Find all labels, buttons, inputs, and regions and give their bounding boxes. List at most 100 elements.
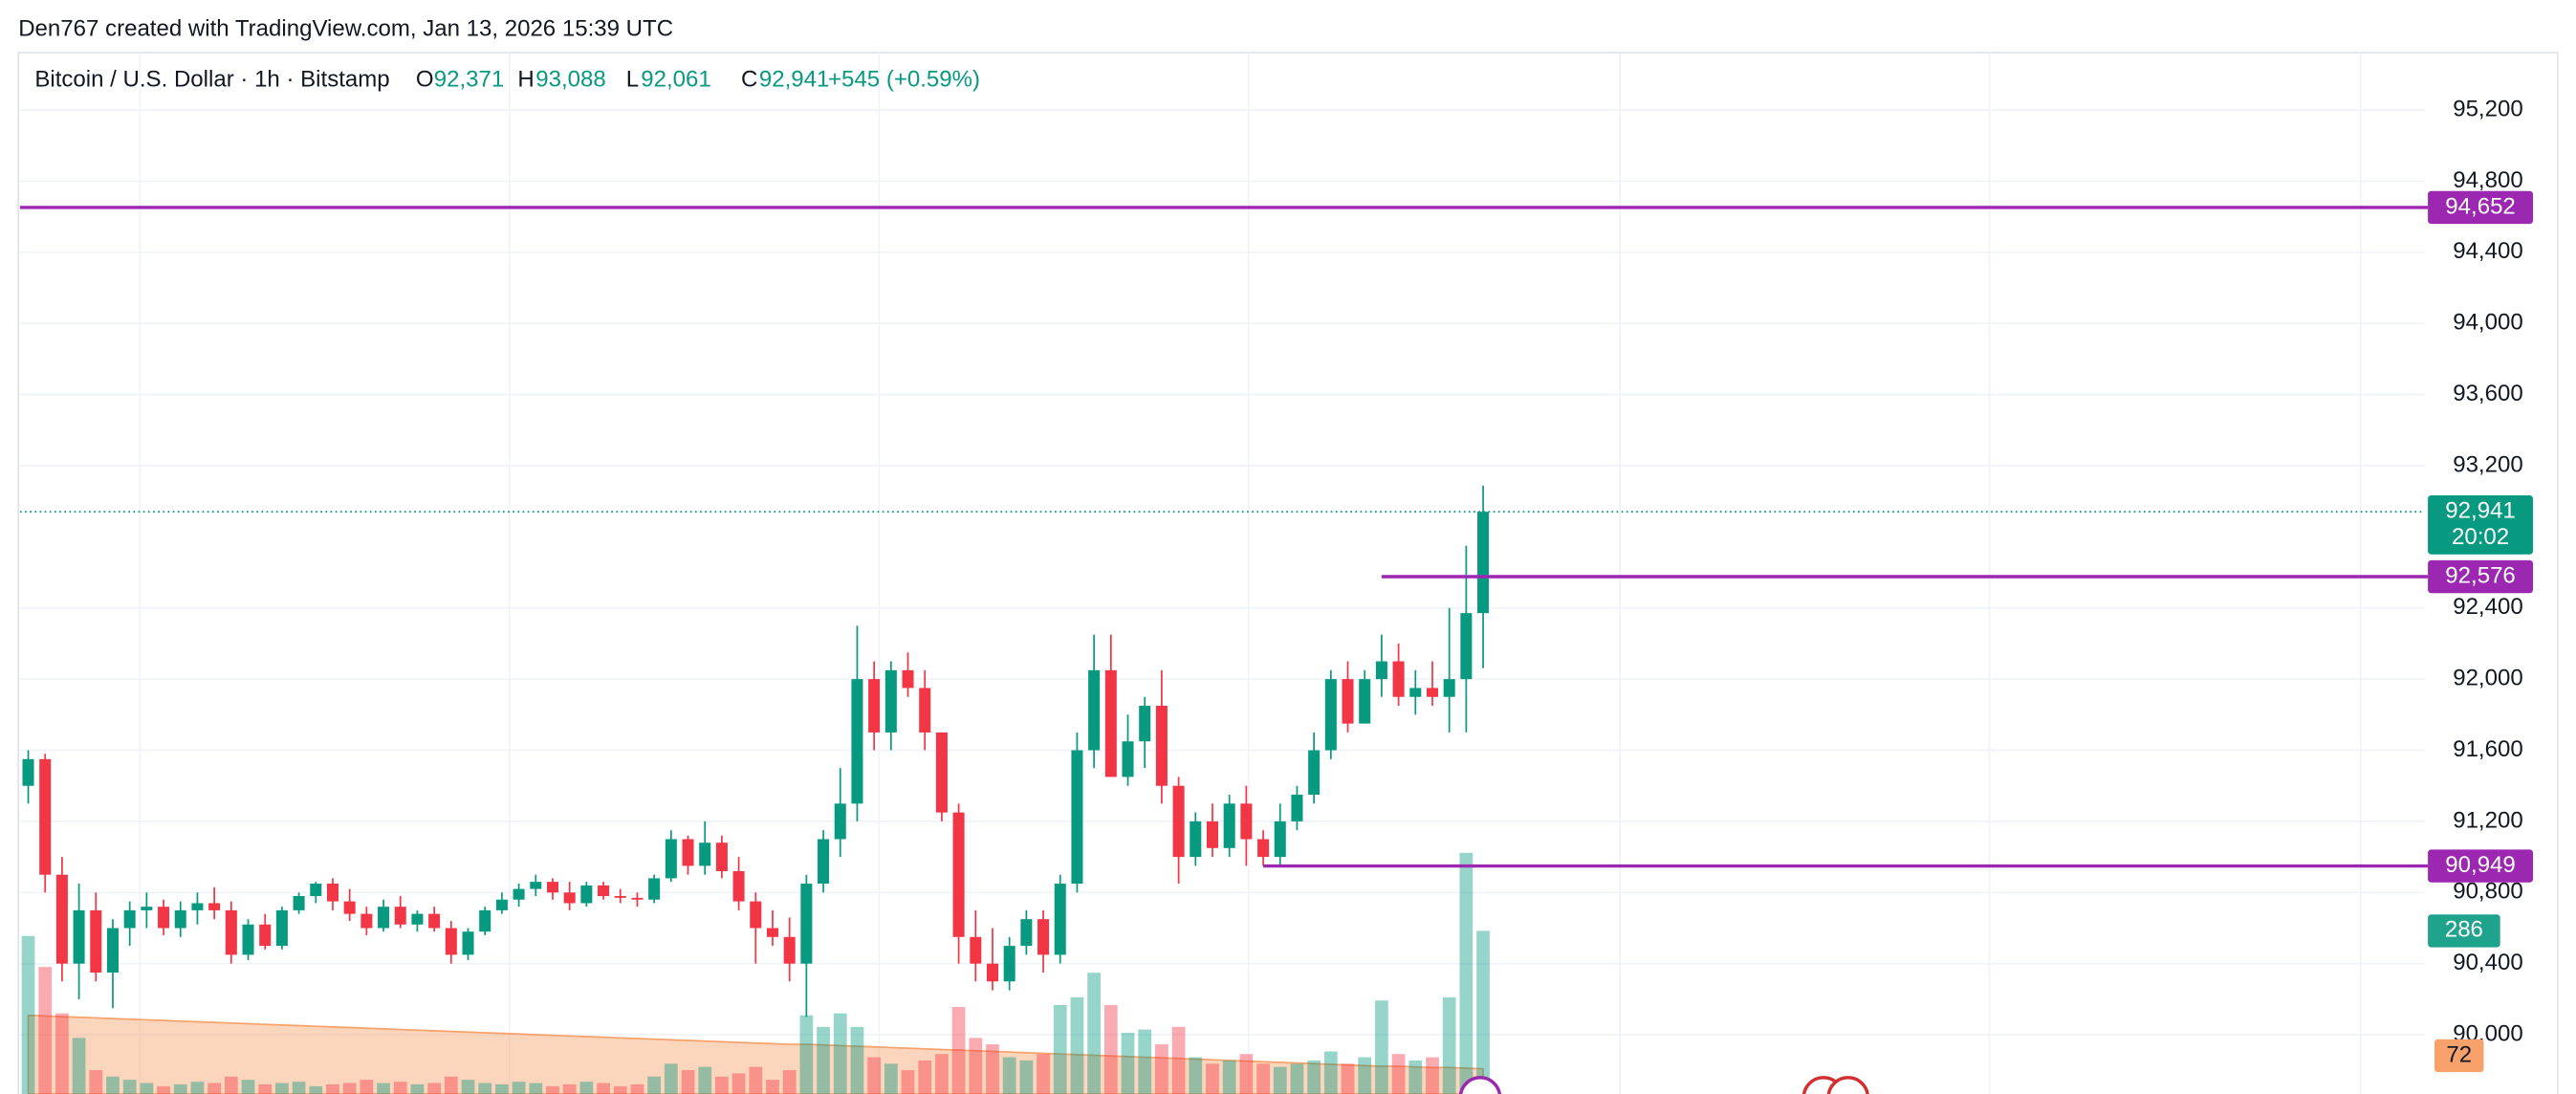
volume-bar [89, 1070, 103, 1094]
volume-bar [140, 1083, 154, 1094]
candle-body [750, 901, 762, 929]
volume-bar [901, 1070, 915, 1094]
ohlc-key: C [741, 67, 757, 93]
candle-body [428, 913, 441, 929]
volume-bar [512, 1082, 526, 1094]
volume-bar [1206, 1063, 1219, 1094]
symbol: Bitcoin / U.S. Dollar · 1h · Bitstamp [34, 67, 389, 93]
candle-body [952, 812, 965, 937]
volume-bar [360, 1080, 374, 1094]
candle-body [411, 913, 424, 925]
candle-body [868, 679, 881, 733]
volume-bar [681, 1070, 695, 1094]
candle-body [242, 924, 254, 955]
chart-frame [17, 52, 2559, 1094]
candle-body [800, 883, 813, 964]
volume-bar [715, 1076, 729, 1094]
volume-bar [72, 1038, 86, 1094]
candle-body [614, 896, 626, 898]
candle-body [1088, 669, 1101, 751]
candle-body [1206, 820, 1218, 848]
volume-bar [461, 1080, 475, 1094]
volume-bar [1070, 996, 1084, 1094]
volume-bar [1239, 1054, 1254, 1094]
candle-body [1003, 946, 1015, 982]
candle-body [1190, 820, 1202, 858]
level-box [2428, 190, 2534, 225]
candle-body [208, 903, 221, 910]
volume-bar [647, 1076, 662, 1094]
ohlc-key: L [626, 67, 639, 93]
volume-bar [1341, 1063, 1355, 1094]
candle-body [445, 928, 457, 955]
volume-bar [21, 935, 35, 1094]
volume-bar [731, 1073, 746, 1094]
volume-bar [546, 1085, 559, 1094]
candle-body [462, 931, 474, 955]
candle-body [818, 839, 830, 884]
candle-body [851, 679, 863, 804]
event-icons [1458, 1076, 1869, 1094]
volume-bar [241, 1080, 255, 1094]
volume-bar [1222, 1060, 1236, 1094]
volume-bar [1037, 1054, 1050, 1094]
candle-body [479, 909, 491, 932]
candle-body [106, 928, 119, 973]
candle-body [1274, 820, 1286, 858]
candle-body [123, 909, 136, 929]
volume-bar [1256, 1063, 1270, 1094]
candle-body [73, 909, 85, 964]
candle-body [1392, 661, 1405, 697]
y-tick-label: 91,200 [2453, 807, 2523, 833]
attribution: Den767 created with TradingView.com, Jan… [18, 15, 673, 41]
volume-bar [1426, 1057, 1439, 1094]
level-label: 94,652 [2445, 193, 2516, 219]
candle-body [259, 924, 272, 947]
level-box [2428, 559, 2534, 594]
volume-bar [562, 1083, 577, 1094]
volume-bar [597, 1083, 610, 1094]
volume-bar [1138, 1029, 1152, 1094]
volume-bar [1273, 1066, 1287, 1094]
candle-body [513, 888, 525, 900]
y-tick-label: 93,200 [2453, 451, 2523, 477]
candle-body [1443, 679, 1455, 697]
volume-bar [1002, 1057, 1016, 1094]
candle-body [326, 883, 338, 902]
candle-body [1426, 688, 1438, 697]
volume-bar [1307, 1060, 1321, 1094]
volume-bar [38, 967, 53, 1094]
candle-body [986, 963, 998, 982]
volume-bar [1019, 1060, 1034, 1094]
volume-bar [664, 1063, 678, 1094]
y-tick-label: 90,800 [2453, 879, 2523, 905]
volume-bar [1442, 996, 1456, 1094]
volume-label-box [2428, 914, 2500, 948]
candle-body [1223, 803, 1235, 848]
volume-bar [292, 1082, 306, 1094]
candle-body [648, 878, 661, 900]
candle-body [1020, 919, 1033, 947]
volume-bar [427, 1083, 442, 1094]
candle-body [598, 885, 610, 897]
candle-body [174, 909, 186, 929]
candle-body [580, 885, 593, 904]
candle-body [191, 903, 204, 910]
candle-body [1054, 883, 1066, 955]
candle-body [699, 842, 711, 866]
volume-bar [342, 1083, 357, 1094]
candle-body [158, 907, 170, 929]
volume-bar [969, 1038, 983, 1094]
candle-body [22, 758, 34, 786]
volume-bar [157, 1085, 170, 1094]
candle-body [1071, 750, 1083, 884]
volume-bar [850, 1026, 864, 1094]
candle-body [55, 874, 68, 964]
candle-body [970, 936, 982, 964]
volume-ma-label: 72 [2446, 1041, 2472, 1067]
volume-label: 286 [2445, 917, 2483, 943]
volume-bar [1053, 1004, 1067, 1094]
candle-body [919, 688, 931, 733]
volume-bar [833, 1013, 847, 1094]
